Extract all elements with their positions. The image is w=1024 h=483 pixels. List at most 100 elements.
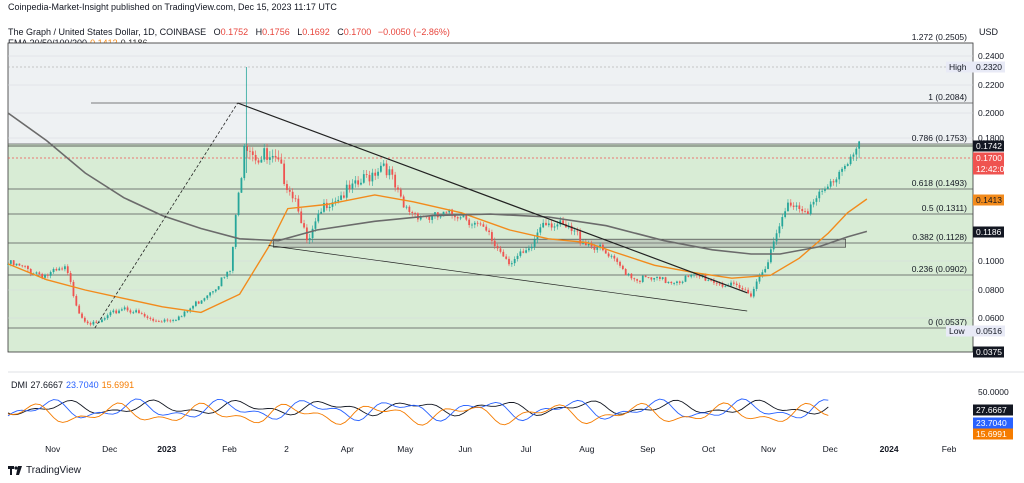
- candle-body: [95, 321, 98, 323]
- candle-body: [582, 243, 584, 244]
- candle-body: [664, 277, 667, 283]
- candle-body: [101, 319, 103, 323]
- candle-body: [263, 148, 266, 160]
- candle-body: [488, 230, 490, 233]
- x-tick-label: Apr: [341, 444, 354, 454]
- candle-body: [78, 305, 81, 314]
- candle-body: [801, 208, 804, 212]
- candle-body: [157, 321, 160, 323]
- x-tick-label: 2023: [157, 444, 176, 454]
- candle-body: [286, 184, 288, 191]
- candle-body: [468, 219, 471, 226]
- candle-body: [658, 276, 661, 279]
- candle-body: [715, 282, 718, 284]
- candle-body: [152, 318, 155, 321]
- candle-body: [368, 174, 371, 182]
- candle-body: [778, 226, 781, 234]
- y-tick-label: 0.2200: [978, 80, 1004, 90]
- x-tick-label: Aug: [579, 444, 594, 454]
- candle-body: [320, 211, 323, 214]
- candle-body: [135, 310, 137, 313]
- candle-body: [838, 171, 841, 180]
- candle-body: [576, 230, 579, 232]
- candle-body: [212, 291, 214, 293]
- open-label: O: [213, 27, 221, 37]
- candle-body: [291, 191, 294, 199]
- badge-adx-bg: [973, 404, 1013, 416]
- candle-body: [419, 216, 422, 220]
- candle-body: [633, 278, 636, 280]
- candle-body: [138, 310, 140, 314]
- candle-body: [687, 275, 690, 277]
- candle-body: [553, 226, 556, 228]
- candle-body: [140, 313, 143, 315]
- candle-body: [129, 310, 132, 313]
- candle-body: [81, 313, 83, 318]
- candle-body: [713, 279, 715, 283]
- candle-body: [459, 217, 462, 219]
- candle-body: [328, 206, 331, 209]
- ema-line-200: [7, 112, 868, 255]
- candle-body: [485, 226, 488, 231]
- candle-body: [382, 163, 385, 166]
- candle-body: [72, 281, 75, 297]
- candle-body: [787, 202, 789, 212]
- candle-body: [331, 202, 334, 207]
- candle-body: [394, 174, 397, 188]
- candle-body: [562, 220, 564, 224]
- fib-level-label: 0 (0.0537): [928, 317, 967, 327]
- candle-body: [829, 181, 832, 187]
- currency-label[interactable]: USD: [979, 27, 999, 37]
- candle-body: [755, 281, 758, 289]
- candle-body: [58, 268, 61, 271]
- candle-body: [362, 174, 365, 183]
- candle-body: [619, 261, 621, 266]
- candle-body: [192, 305, 194, 309]
- candle-body: [206, 295, 209, 299]
- candle-body: [502, 251, 505, 257]
- candle-body: [98, 322, 100, 323]
- candle-body: [621, 265, 624, 270]
- candle-body: [132, 312, 135, 314]
- candle-body: [169, 320, 172, 322]
- x-tick-label: Feb: [942, 444, 957, 454]
- close-value: 0.1700: [343, 27, 372, 37]
- badge-ema50-value: 0.1413: [976, 195, 1002, 205]
- candle-body: [9, 260, 12, 264]
- candle-body: [214, 289, 217, 292]
- candle-body: [15, 263, 18, 266]
- candle-body: [821, 190, 824, 192]
- candle-body: [804, 211, 806, 212]
- candle-body: [294, 198, 297, 200]
- candle-body: [12, 260, 15, 266]
- candle-body: [454, 214, 456, 218]
- minus-di-value: 15.6991: [101, 380, 135, 390]
- candle-body: [496, 246, 499, 249]
- trendline: [237, 102, 748, 294]
- badge-last-price-value: 0.1700: [976, 153, 1002, 163]
- candle-body: [249, 150, 251, 152]
- fib-zone-lower: [8, 144, 973, 352]
- symbol-name: The Graph / United States Dollar, 1D, CO…: [8, 27, 207, 37]
- candle-body: [556, 224, 559, 227]
- candle-body: [380, 165, 382, 172]
- x-tick-label: Nov: [761, 444, 777, 454]
- x-tick-label: Sep: [640, 444, 655, 454]
- candle-body: [180, 316, 183, 318]
- candle-body: [35, 272, 38, 274]
- candle-body: [451, 209, 453, 215]
- candle-body: [27, 265, 29, 269]
- candle-body: [476, 222, 479, 224]
- candle-body: [732, 282, 735, 284]
- candle-body: [220, 277, 223, 287]
- badge-ema200-bg: [973, 226, 1004, 238]
- candle-body: [843, 165, 846, 169]
- candle-body: [237, 192, 240, 216]
- candle-body: [103, 318, 106, 320]
- candle-body: [513, 258, 516, 264]
- candle-body: [832, 181, 835, 183]
- tradingview-logo[interactable]: TradingView: [8, 465, 81, 476]
- badge-low-bg: [946, 325, 1005, 337]
- candle-body: [217, 286, 220, 290]
